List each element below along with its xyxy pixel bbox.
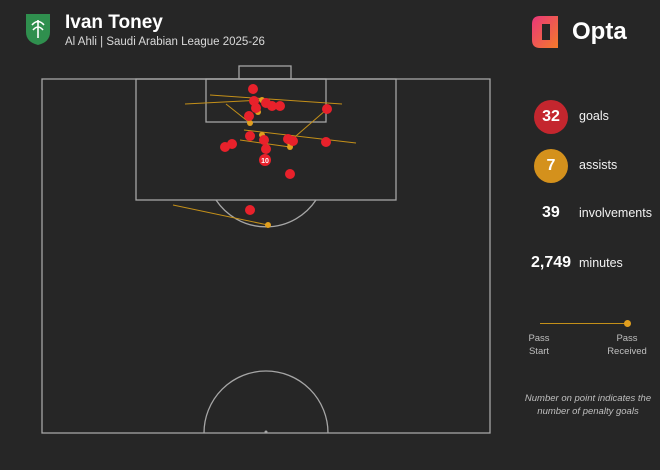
penalty-box — [135, 78, 397, 201]
legend-pass-start: Pass Start — [528, 333, 550, 357]
goal-point — [321, 137, 331, 147]
goal-points — [220, 84, 332, 215]
assist-point — [247, 120, 253, 126]
pass-legend: Pass Start Pass Received — [522, 312, 660, 362]
penalty-goal-point: 10 — [259, 154, 271, 166]
assist-point — [287, 144, 293, 150]
goal-point — [283, 134, 293, 144]
penalty-note: Number on point indicates the number of … — [524, 393, 652, 417]
assists-value: 7 — [534, 149, 568, 183]
pass-line-2 — [184, 99, 263, 105]
goal-point — [244, 111, 254, 121]
goal-point — [249, 96, 259, 106]
assist-point — [259, 132, 265, 138]
minutes-value: 2,749 — [531, 254, 572, 271]
goal-point — [322, 104, 332, 114]
pass-line-1 — [172, 204, 269, 226]
six-yard-box — [205, 78, 327, 123]
goal-point — [267, 101, 277, 111]
goal-point — [288, 136, 298, 146]
pass-line-7 — [239, 139, 291, 148]
stat-goals: 32 goals — [520, 97, 660, 137]
involvements-value: 39 — [542, 204, 560, 221]
legend-pass-received-dot — [624, 320, 631, 327]
assist-point — [259, 97, 265, 103]
goal-point — [245, 205, 255, 215]
player-name: Ivan Toney — [65, 12, 163, 33]
goal-point — [220, 142, 230, 152]
assist-point — [286, 139, 292, 145]
assist-point — [265, 222, 271, 228]
opta-logo-icon — [532, 16, 558, 48]
legend-pass-line — [540, 323, 628, 324]
pitch-outline — [41, 78, 491, 434]
penalty-goals-label: 10 — [261, 158, 269, 165]
goal-point — [275, 101, 285, 111]
goal-point — [285, 169, 295, 179]
involvements-label: involvements — [579, 206, 652, 220]
goal-point — [261, 144, 271, 154]
goal-point — [251, 103, 261, 113]
goal-point — [227, 139, 237, 149]
penalty-arc — [215, 199, 317, 228]
centre-spot — [264, 430, 268, 434]
pass-line-5 — [243, 129, 357, 144]
stat-involvements: 39 involvements — [520, 194, 660, 234]
assist-points — [247, 97, 293, 228]
header: Ivan Toney Al Ahli | Saudi Arabian Leagu… — [24, 10, 344, 50]
stat-minutes: 2,749 minutes — [520, 244, 660, 284]
pitch-lines — [41, 65, 491, 434]
goal-point — [259, 135, 269, 145]
centre-circle-arc — [203, 370, 329, 434]
pass-line-4 — [225, 103, 251, 124]
goal-point — [248, 84, 258, 94]
goals-label: goals — [579, 109, 609, 123]
subtitle: Al Ahli | Saudi Arabian League 2025-26 — [65, 36, 265, 48]
goal-point — [261, 98, 271, 108]
goal-point — [245, 131, 255, 141]
stat-assists: 7 assists — [520, 146, 660, 186]
legend-pass-received: Pass Received — [607, 333, 647, 357]
minutes-label: minutes — [579, 256, 623, 270]
brand-name: Opta — [572, 18, 627, 45]
goals-value: 32 — [534, 100, 568, 134]
pass-line-3 — [209, 94, 343, 105]
pass-line-6 — [288, 109, 327, 143]
goal-frame — [238, 65, 292, 80]
assist-point — [255, 109, 261, 115]
club-crest-icon — [26, 14, 50, 45]
assist-pass-lines — [172, 94, 357, 226]
assists-label: assists — [579, 158, 618, 172]
brand-logo: Opta — [528, 12, 648, 52]
